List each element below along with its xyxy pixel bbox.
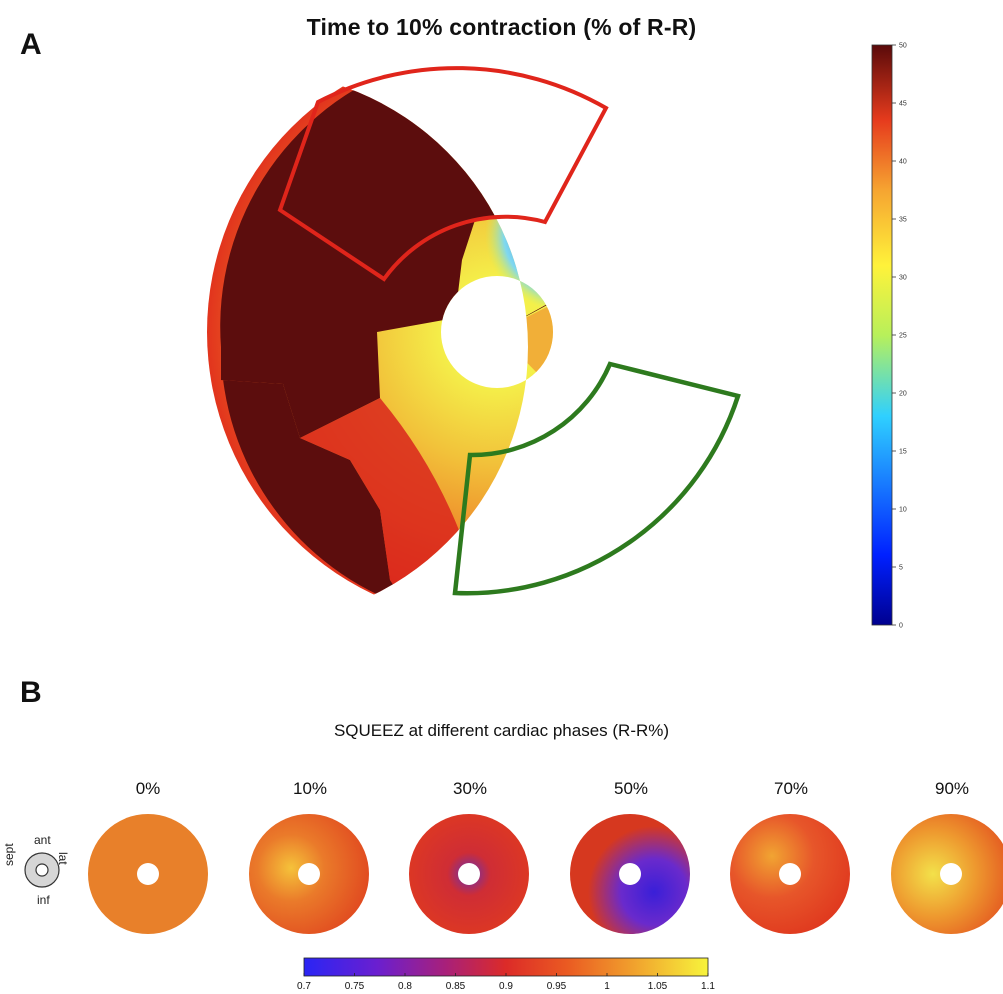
colorbar-b-tick-label: 0.9 <box>499 981 513 992</box>
colorbar-b-ticks: 0.7 0.75 0.8 0.85 0.9 0.95 1 1.05 1.1 <box>297 973 715 992</box>
colorbar-b-tick-label: 0.7 <box>297 981 311 992</box>
bullseye-map-a: 0 5 10 15 20 25 30 35 40 45 50 <box>207 43 907 630</box>
colorbar-a-tick-label: 5 <box>899 565 903 572</box>
bullseye-ring <box>207 71 553 622</box>
red-outline-segment <box>277 66 609 282</box>
phase-label-10: 10% <box>292 779 328 798</box>
inferoseptal-red <box>300 398 470 607</box>
squeez-map-90 <box>891 814 1003 934</box>
colorbar-a-tick-label: 30 <box>899 275 907 282</box>
phase-label-0: 0% <box>135 779 161 798</box>
colorbar-a-tick-label: 15 <box>899 449 907 456</box>
colorbar-b-tick-label: 0.75 <box>345 981 365 992</box>
colorbar-a-tick-label: 10 <box>899 507 907 514</box>
colorbar-a-tick-label: 0 <box>899 623 903 630</box>
phase-label-90: 90% <box>934 779 970 798</box>
colorbar-a-tick-label: 50 <box>899 43 907 50</box>
colorbar-b-tick-label: 0.85 <box>446 981 466 992</box>
colorbar-b-tick-label: 1.05 <box>648 981 668 992</box>
colorbar-a-tick-label: 25 <box>899 333 907 340</box>
colorbar-b-tick-label: 1.1 <box>701 981 715 992</box>
lateral-band <box>497 200 553 560</box>
late-activation-region <box>220 71 553 438</box>
panel-b-title: SQUEEZ at different cardiac phases (R-R%… <box>333 721 670 740</box>
phase-label-30: 30% <box>452 779 488 798</box>
colorbar-b-tick-label: 0.8 <box>398 981 412 992</box>
orient-ant: ant <box>34 833 51 847</box>
green-outline-segment <box>452 361 741 596</box>
squeez-map-30 <box>409 814 529 934</box>
blue-region <box>485 155 553 315</box>
colorbar-a-tick-label: 35 <box>899 217 907 224</box>
colorbar-a-ticks: 0 5 10 15 20 25 30 35 40 45 50 <box>892 43 907 630</box>
inferior-septal-dark <box>221 347 408 607</box>
panel-a-title: Time to 10% contraction (% of R-R) <box>306 14 697 40</box>
squeez-map-10 <box>249 814 369 934</box>
orient-inf: inf <box>37 893 50 907</box>
colorbar-b-tick-label: 0.95 <box>547 981 567 992</box>
squeez-maps: 0.7 0.75 0.8 0.85 0.9 0.95 1 1.05 1.1 <box>88 814 1003 992</box>
colorbar-a <box>871 44 893 626</box>
phase-label-70: 70% <box>773 779 809 798</box>
squeez-map-70 <box>730 814 850 934</box>
squeez-map-50 <box>570 814 690 934</box>
orientation-glyph <box>24 852 60 888</box>
colorbar-a-tick-label: 45 <box>899 101 907 108</box>
panel-b-label: B <box>20 676 42 709</box>
colorbar-b-tick-label: 1 <box>604 981 610 992</box>
panel-a-label: A <box>20 28 42 61</box>
phase-label-50: 50% <box>613 779 649 798</box>
colorbar-a-tick-label: 40 <box>899 159 907 166</box>
colorbar-a-tick-label: 20 <box>899 391 907 398</box>
squeez-map-0 <box>88 814 208 934</box>
